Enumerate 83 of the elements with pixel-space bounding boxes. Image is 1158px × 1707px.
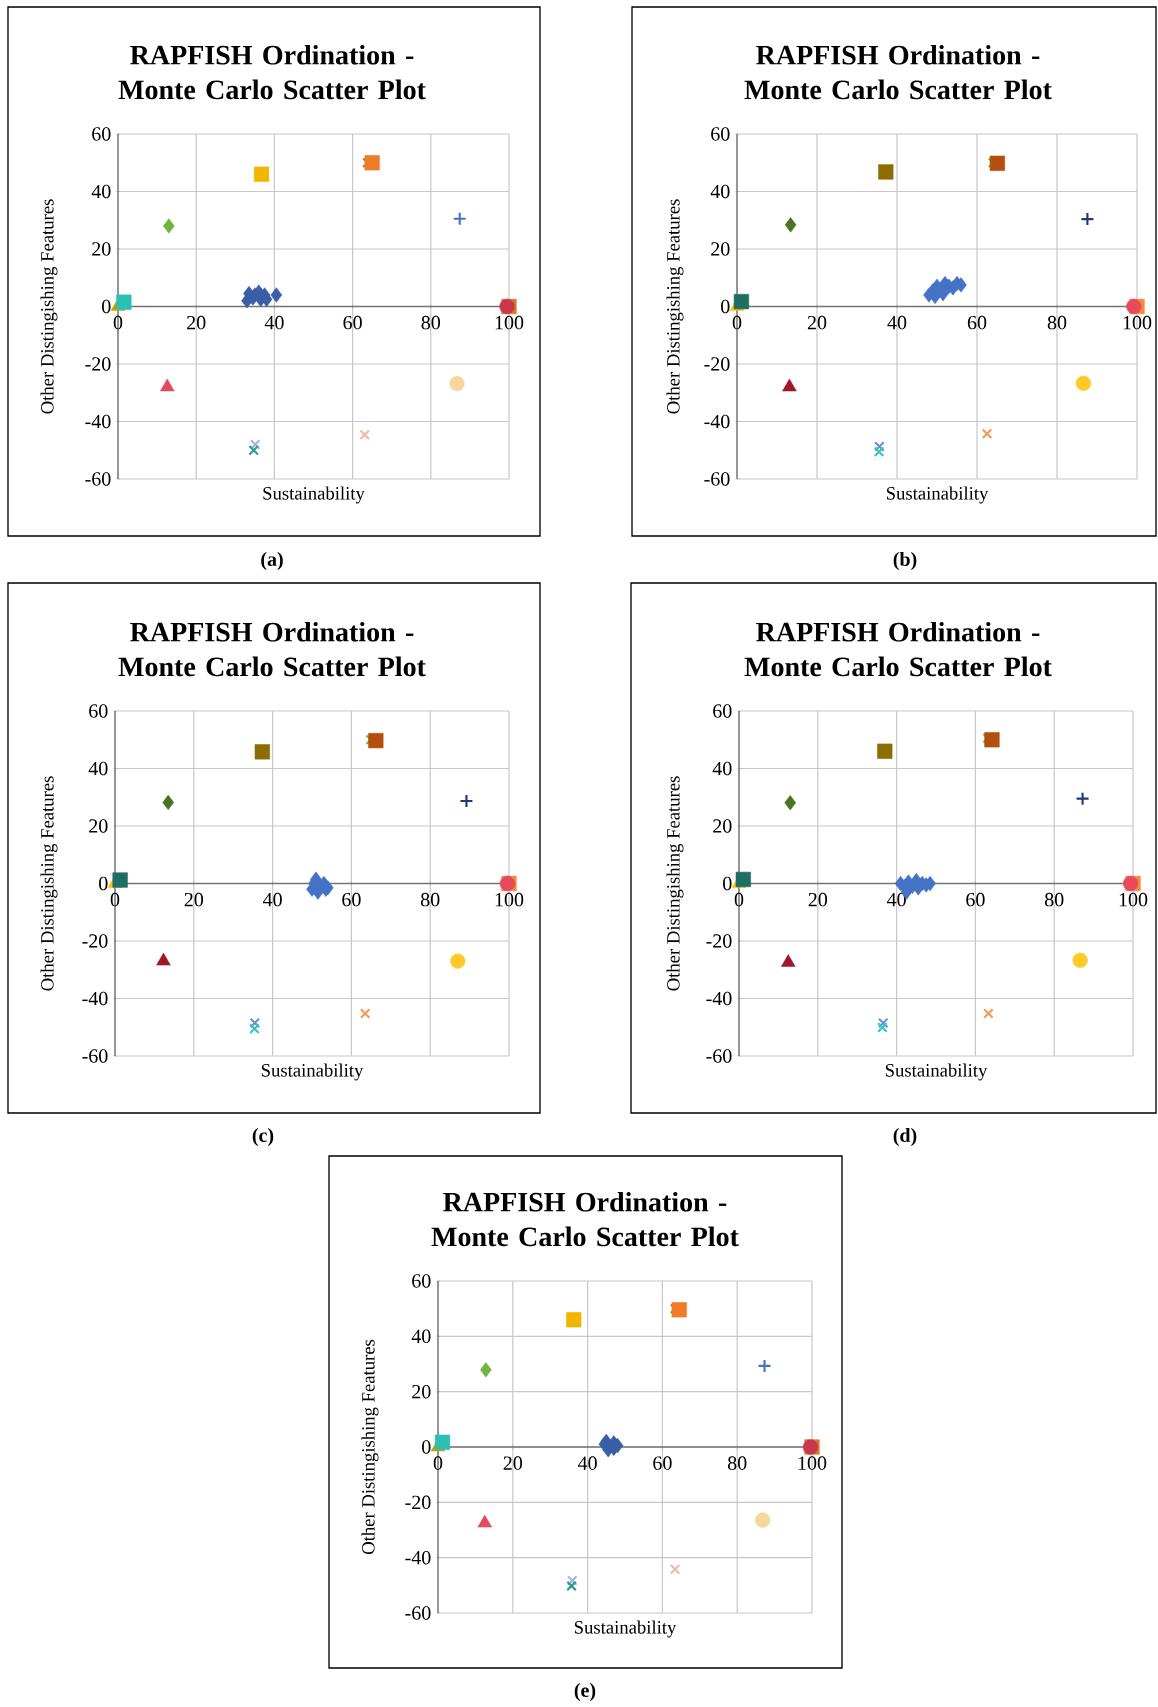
y-tick-label: -20 [405,1495,431,1510]
x-tick-label: 40 [887,315,907,330]
y-tick-label: 60 [713,704,732,718]
y-axis-title: Other Distingishing Features [361,1339,379,1555]
x-tick-label: 0 [734,892,744,907]
x-tick-label: 100 [1119,892,1148,907]
y-tick-label: 40 [411,1329,431,1344]
y-tick-label: 20 [711,242,730,256]
x-axis-title: Sustainability [574,1620,677,1638]
text: (a) [261,551,283,571]
x-tick-label: 100 [495,315,524,330]
y-tick-label: 0 [721,299,730,314]
x-tick-label: 80 [420,892,440,907]
x-tick-label: 80 [1044,892,1064,907]
y-tick-label: -40 [82,991,108,1006]
y-tick-label: -60 [405,1606,431,1620]
y-tick-label: 40 [712,761,732,776]
x-tick-label: 100 [495,892,524,907]
x-tick-label: 60 [343,315,362,330]
y-tick-label: -40 [706,991,732,1006]
y-tick-label: 40 [91,184,111,199]
y-tick-label: 60 [92,127,111,141]
y-axis-title: Other Distingishing Features [40,776,58,991]
x-tick-label: 20 [184,892,204,907]
y-tick-label: 20 [713,819,732,833]
chart-title: RAPFISH Ordination - Monte Carlo Scatter Plot [118,621,426,677]
x-tick-label: 80 [1047,315,1067,330]
x-axis-title: Sustainability [886,486,989,504]
y-axis-title: Other Distingishing Features [666,199,684,414]
y-tick-label: -60 [706,1049,732,1063]
y-tick-label: 60 [412,1274,431,1288]
y-tick-label: 20 [412,1384,431,1399]
y-tick-label: -60 [704,472,730,486]
y-tick-label: -40 [405,1550,431,1565]
y-tick-label: 40 [710,184,730,199]
text: (c) [252,1127,274,1147]
text: (d) [893,1127,917,1147]
x-tick-label: 60 [342,892,361,907]
y-tick-label: -20 [704,357,730,371]
y-tick-label: 0 [723,876,732,891]
y-tick-label: 20 [92,242,111,256]
y-tick-label: 60 [89,704,108,718]
chart-title: RAPFISH Ordination - Monte Carlo Scatter Plot [744,44,1052,100]
x-axis-title: Sustainability [261,1063,364,1081]
y-tick-label: 40 [88,761,108,776]
y-tick-label: 60 [711,127,730,141]
y-tick-label: -40 [704,414,730,429]
y-tick-label: 0 [102,299,111,314]
x-tick-label: 0 [433,1456,443,1470]
y-axis-title: Other Distingishing Features [666,776,684,991]
y-axis-title: Other Distingishing Features [40,199,58,414]
y-tick-label: 20 [89,819,108,833]
y-tick-label: 0 [99,876,108,891]
x-axis-title: Sustainability [885,1063,988,1081]
x-axis-title: Sustainability [263,486,365,504]
chart-title: RAPFISH Ordination - Monte Carlo Scatter Plot [118,44,426,100]
x-tick-label: 20 [187,315,206,330]
x-tick-label: 100 [1123,315,1152,330]
text: (b) [893,551,917,571]
x-tick-label: 20 [503,1456,523,1470]
text: (e) [574,1682,596,1702]
x-tick-label: 80 [727,1456,747,1470]
y-tick-label: -60 [85,472,111,486]
x-tick-label: 0 [732,315,742,330]
y-tick-label: -40 [85,414,111,429]
chart-title: RAPFISH Ordination - Monte Carlo Scatter Plot [431,1191,739,1247]
x-tick-label: 20 [808,892,828,907]
x-tick-label: 60 [967,315,987,330]
x-tick-label: 20 [807,315,827,330]
y-tick-label: 0 [422,1440,431,1454]
y-tick-label: -20 [85,357,111,371]
x-tick-label: 60 [653,1456,672,1470]
y-tick-label: -60 [82,1049,108,1063]
chart-title: RAPFISH Ordination - Monte Carlo Scatter Plot [744,621,1052,677]
x-tick-label: 40 [263,892,282,907]
x-tick-label: 40 [264,315,284,330]
y-tick-label: -20 [82,934,108,948]
y-tick-label: -20 [706,934,732,948]
x-tick-label: 0 [113,315,123,330]
x-tick-label: 60 [966,892,985,907]
x-tick-label: 80 [421,315,441,330]
x-tick-label: 40 [578,1456,597,1470]
x-tick-label: 100 [798,1456,827,1470]
